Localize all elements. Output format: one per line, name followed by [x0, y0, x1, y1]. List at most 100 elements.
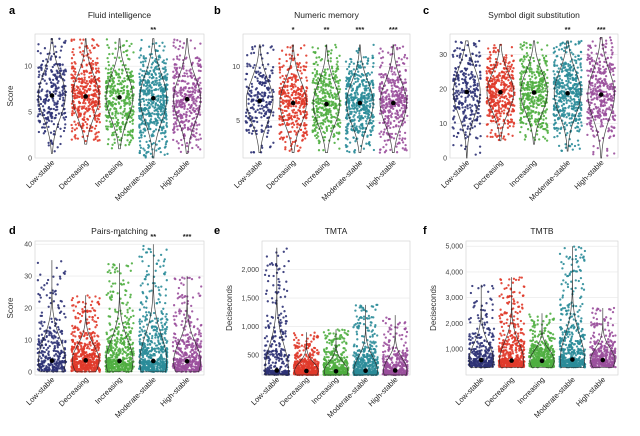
data-point — [501, 99, 504, 103]
data-point — [354, 80, 357, 84]
data-point — [80, 42, 83, 45]
data-point — [297, 109, 300, 112]
data-point — [311, 115, 314, 118]
data-point — [199, 65, 203, 69]
data-point — [479, 134, 482, 138]
data-point — [61, 104, 64, 107]
data-point — [355, 128, 359, 132]
data-point — [156, 95, 160, 98]
data-point — [78, 105, 81, 108]
data-point — [315, 101, 318, 104]
data-point — [535, 76, 538, 79]
data-point — [82, 38, 85, 41]
data-point — [164, 142, 168, 146]
data-point — [289, 57, 292, 60]
data-point — [175, 66, 179, 70]
data-point — [300, 102, 303, 105]
data-point — [64, 115, 68, 119]
data-point — [83, 113, 86, 116]
data-point — [176, 39, 179, 42]
mean-marker — [117, 95, 122, 100]
data-point — [572, 68, 575, 71]
data-point — [460, 95, 463, 98]
data-point — [365, 122, 368, 125]
data-point — [90, 74, 93, 78]
data-point — [166, 73, 169, 76]
data-point — [370, 97, 373, 100]
data-point — [452, 143, 455, 147]
data-point — [390, 89, 393, 92]
data-point — [320, 86, 323, 89]
data-point — [565, 101, 568, 105]
data-point — [118, 138, 121, 142]
data-point — [91, 100, 95, 103]
data-point — [367, 86, 370, 90]
data-point — [97, 44, 100, 48]
data-point — [46, 52, 49, 56]
data-point — [98, 139, 101, 142]
data-point — [366, 59, 370, 63]
data-point — [142, 63, 145, 66]
data-point — [284, 53, 288, 56]
data-point — [250, 82, 253, 86]
data-point — [394, 73, 397, 76]
data-point — [371, 126, 374, 130]
data-point — [519, 77, 523, 80]
data-point — [77, 95, 81, 98]
data-point — [195, 138, 198, 141]
data-point — [378, 112, 382, 115]
data-point — [542, 114, 546, 118]
data-point — [529, 43, 533, 47]
data-point — [250, 95, 253, 98]
data-point — [531, 105, 534, 108]
data-point — [85, 107, 88, 110]
data-point — [574, 106, 578, 109]
data-point — [465, 67, 469, 70]
data-point — [486, 123, 489, 126]
data-point — [529, 77, 532, 81]
data-point — [164, 145, 167, 148]
data-point — [348, 62, 351, 66]
data-point — [161, 112, 164, 116]
data-point — [358, 109, 361, 113]
data-point — [56, 81, 59, 85]
data-point — [400, 101, 403, 105]
data-point — [352, 68, 356, 71]
data-point — [568, 121, 571, 125]
data-point — [74, 123, 77, 126]
data-point — [253, 45, 257, 48]
data-point — [353, 91, 357, 94]
data-point — [248, 131, 251, 134]
data-point — [360, 93, 363, 97]
data-point — [331, 124, 334, 127]
data-point — [155, 42, 158, 45]
data-point — [336, 138, 340, 141]
data-point — [159, 150, 162, 154]
data-point — [172, 44, 175, 48]
data-point — [363, 99, 367, 102]
data-point — [183, 120, 186, 123]
data-point — [244, 120, 247, 123]
data-point — [83, 98, 87, 101]
data-point — [258, 92, 262, 96]
data-point — [71, 77, 74, 80]
data-point — [508, 65, 511, 68]
data-point — [538, 138, 541, 141]
data-point — [123, 114, 126, 117]
y-tick-label: 0 — [28, 156, 32, 163]
data-point — [117, 79, 121, 82]
data-point — [113, 131, 116, 134]
data-point — [326, 92, 329, 95]
data-point — [466, 135, 469, 138]
data-point — [173, 130, 176, 134]
data-point — [155, 149, 158, 152]
data-point — [293, 75, 297, 78]
data-point — [191, 93, 194, 96]
data-point — [114, 122, 117, 126]
data-point — [460, 41, 463, 45]
data-point — [398, 109, 402, 112]
data-point — [172, 87, 175, 90]
data-point — [118, 56, 121, 59]
data-point — [160, 85, 163, 89]
data-point — [387, 124, 390, 128]
